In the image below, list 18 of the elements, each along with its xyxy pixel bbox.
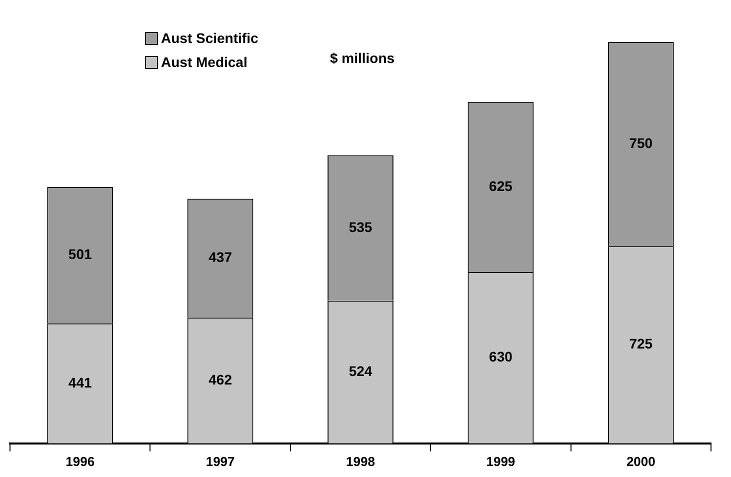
x-tick-label: 1996 bbox=[66, 454, 95, 469]
text: $ millions bbox=[330, 50, 395, 66]
data-label: 437 bbox=[208, 249, 232, 266]
data-label: 725 bbox=[629, 336, 653, 352]
data-label: 750 bbox=[629, 134, 653, 151]
data-label: 462 bbox=[208, 371, 232, 388]
legend-label: Aust Scientific bbox=[161, 30, 258, 46]
legend-label: Aust Medical bbox=[161, 54, 248, 70]
x-tick-label: 1997 bbox=[206, 454, 235, 469]
data-label: 524 bbox=[348, 362, 372, 379]
data-label: 630 bbox=[489, 348, 513, 365]
data-label: 501 bbox=[68, 246, 92, 262]
x-tick-label: 1999 bbox=[486, 454, 516, 469]
data-label: 625 bbox=[489, 178, 513, 194]
x-tick-label: 1998 bbox=[346, 454, 375, 469]
x-tick-label: 2000 bbox=[626, 454, 656, 469]
data-label: 535 bbox=[348, 218, 372, 235]
data-label: 441 bbox=[68, 374, 92, 390]
